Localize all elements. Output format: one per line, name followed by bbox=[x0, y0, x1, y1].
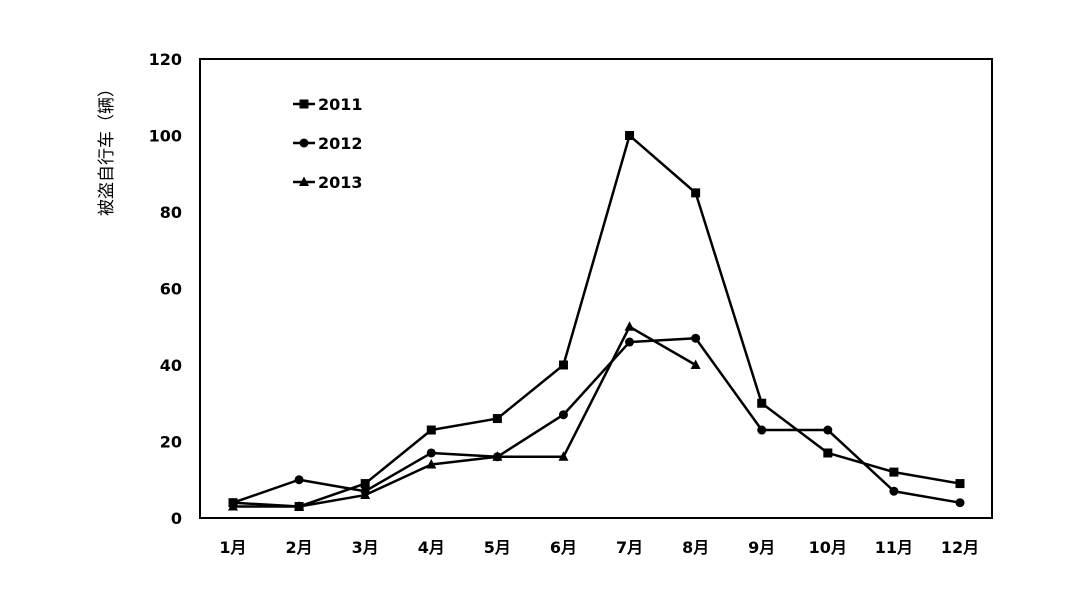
data-point-2013 bbox=[426, 458, 437, 469]
data-point-2011 bbox=[360, 479, 370, 489]
data-point-2013 bbox=[624, 321, 635, 331]
data-point-2011 bbox=[691, 188, 701, 198]
data-point-2011 bbox=[625, 131, 635, 140]
data-point-2013 bbox=[558, 451, 569, 461]
data-point-2011 bbox=[558, 360, 568, 370]
series-line-2011 bbox=[232, 134, 961, 508]
legend-label-2012: 2012 bbox=[318, 134, 363, 153]
x-tick-label: 9月 bbox=[748, 538, 775, 557]
y-axis-title: 被盗自行车（辆） bbox=[97, 80, 117, 216]
legend: 2011 2012 2013 bbox=[293, 95, 363, 192]
data-point-2011 bbox=[492, 414, 502, 424]
data-point-2013 bbox=[360, 489, 371, 500]
legend-label-2013: 2013 bbox=[318, 173, 363, 192]
data-point-2012 bbox=[955, 498, 965, 508]
data-point-2011 bbox=[955, 479, 965, 489]
data-point-2011 bbox=[426, 425, 436, 435]
x-tick-label: 3月 bbox=[352, 538, 379, 557]
data-point-2013 bbox=[690, 359, 701, 369]
series-2012 bbox=[228, 333, 965, 508]
y-tick-label: 60 bbox=[160, 280, 182, 299]
data-point-2013 bbox=[492, 451, 503, 461]
series-line-2013 bbox=[233, 325, 697, 508]
legend-item-2012: 2012 bbox=[293, 134, 363, 153]
data-point-2013 bbox=[294, 501, 305, 511]
series-2013 bbox=[228, 321, 701, 511]
legend-item-2013: 2013 bbox=[293, 173, 363, 192]
x-tick-label: 1月 bbox=[219, 538, 246, 557]
legend-marker-2012 bbox=[299, 138, 309, 148]
legend-label-2011: 2011 bbox=[318, 95, 363, 114]
plot-area-frame bbox=[199, 58, 993, 519]
data-point-2012 bbox=[426, 448, 436, 458]
x-tick-label: 6月 bbox=[550, 538, 577, 557]
data-point-2011 bbox=[889, 467, 899, 477]
data-point-2012 bbox=[558, 410, 568, 420]
series-line-2012 bbox=[232, 336, 961, 504]
x-tick-label: 7月 bbox=[616, 538, 643, 557]
y-axis-ticks: 0 20 40 60 80 100 120 bbox=[149, 50, 182, 528]
x-tick-label: 10月 bbox=[809, 538, 847, 557]
data-point-2012 bbox=[889, 486, 899, 496]
data-point-2013 bbox=[228, 501, 238, 511]
data-point-2012 bbox=[294, 475, 304, 485]
x-tick-label: 4月 bbox=[418, 538, 445, 557]
data-point-2012 bbox=[757, 425, 767, 435]
x-tick-label: 5月 bbox=[484, 538, 511, 557]
data-point-2012 bbox=[625, 337, 635, 347]
x-tick-label: 8月 bbox=[682, 538, 709, 557]
data-point-2011 bbox=[823, 448, 833, 458]
y-tick-label: 20 bbox=[160, 433, 182, 452]
series-layer bbox=[228, 131, 965, 512]
y-tick-label: 80 bbox=[160, 203, 182, 222]
legend-marker-2011 bbox=[299, 99, 309, 109]
x-tick-label: 11月 bbox=[875, 538, 913, 557]
x-tick-label: 12月 bbox=[941, 538, 979, 557]
y-tick-label: 0 bbox=[171, 509, 182, 528]
y-tick-label: 120 bbox=[149, 50, 182, 69]
data-point-2011 bbox=[757, 398, 767, 408]
legend-marker-2013 bbox=[299, 176, 309, 186]
x-axis-ticks: 1月 2月 3月 4月 5月 6月 7月 8月 9月 10月 11月 12月 bbox=[219, 538, 979, 557]
legend-item-2011: 2011 bbox=[293, 95, 363, 114]
y-tick-label: 40 bbox=[160, 356, 182, 375]
y-tick-label: 100 bbox=[149, 127, 182, 146]
x-tick-label: 2月 bbox=[286, 538, 313, 557]
data-point-2012 bbox=[691, 333, 701, 343]
data-point-2012 bbox=[823, 425, 833, 435]
